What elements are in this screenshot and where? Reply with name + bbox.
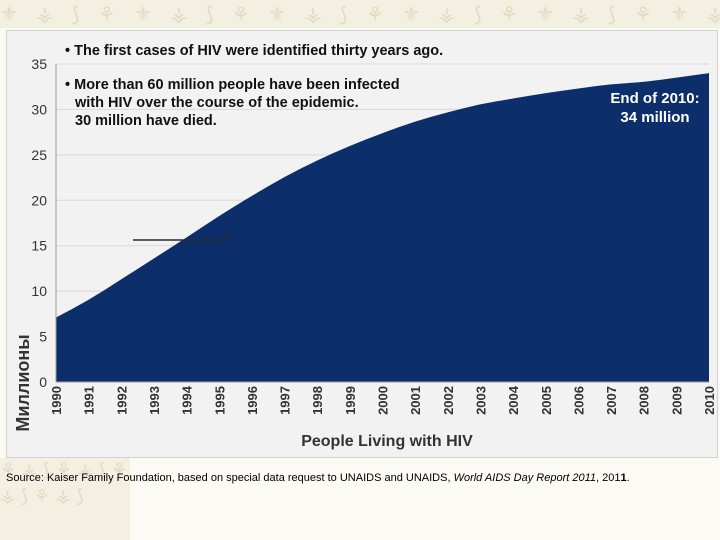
x-tick-label: 2006 [571, 386, 586, 415]
annotation-leader-line [133, 229, 228, 241]
x-tick-labels: 1990 1991 1992 1993 1994 1995 1996 1997 1998 1999… [49, 385, 717, 415]
source-report-title: World AIDS Day Report 2011 [453, 472, 597, 484]
source-year-end: 1 [620, 472, 627, 484]
x-tick-label: 2003 [473, 386, 488, 415]
y-tick-label: 25 [31, 147, 47, 163]
x-tick-label: 1995 [212, 386, 227, 415]
x-tick-label: 2000 [376, 386, 391, 415]
area-series-people-living-with-hiv [56, 73, 709, 383]
bullet-2-line-3: 30 million have died. [75, 113, 217, 129]
source-prefix: Source: Kaiser Family Foundation, based … [6, 472, 454, 484]
annotation-34-million: 34 million [620, 109, 689, 126]
x-tick-label: 2007 [604, 386, 619, 415]
x-tick-label: 1994 [180, 385, 195, 415]
x-tick-label: 2010 [702, 386, 717, 415]
x-tick-label: 1991 [82, 386, 97, 415]
y-tick-label: 30 [31, 101, 47, 117]
bullet-1: • The first cases of HIV were identified… [65, 43, 443, 59]
x-tick-label: 1997 [278, 386, 293, 415]
y-tick-label: 0 [39, 374, 47, 390]
y-tick-label: 20 [31, 192, 47, 208]
bullet-2-line-2: with HIV over the course of the epidemic… [74, 95, 359, 111]
x-tick-label: 2002 [441, 386, 456, 415]
source-period: . [626, 472, 630, 484]
y-tick-label: 15 [31, 238, 47, 254]
x-tick-label: 2009 [669, 386, 684, 415]
chart-panel: 0 5 10 15 20 25 30 35 1990 1991 1992 1993 1994 1995 1… [6, 30, 718, 458]
decorative-pattern-corner: ⚘ ⚶ ⟆ ⚘ ⚶ ⟆ ⚘ ⚶ ⟆ ⚘ ⚶ ⟆ [0, 458, 130, 540]
x-tick-label: 2005 [539, 386, 554, 415]
x-tick-label: 2001 [408, 386, 423, 415]
x-tick-label: 1993 [147, 386, 162, 415]
y-tick-label: 35 [31, 56, 47, 72]
x-tick-label: 1998 [310, 386, 325, 415]
x-tick-label: 1996 [245, 386, 260, 415]
bullet-2: • More than 60 million people have been … [65, 77, 400, 93]
y-tick-label: 10 [31, 283, 47, 299]
y-axis-title: Миллионы [13, 334, 33, 431]
annotation-end-2010: End of 2010: [610, 90, 699, 107]
x-tick-label: 2004 [506, 385, 521, 415]
x-tick-label: 1992 [114, 386, 129, 415]
y-tick-labels: 0 5 10 15 20 25 30 35 [31, 56, 47, 390]
source-year: , 201 [596, 472, 621, 484]
source-note: Source: Kaiser Family Foundation, based … [6, 472, 718, 484]
x-tick-label: 1999 [343, 386, 358, 415]
x-axis-title: People Living with HIV [301, 433, 473, 450]
decorative-pattern-top: ⚜ ⚶ ⟆ ⚘ ⚜ ⚶ ⟆ ⚘ ⚜ ⚶ ⟆ ⚘ ⚜ ⚶ ⟆ ⚘ ⚜ ⚶ ⟆ ⚘ … [0, 0, 720, 28]
y-tick-label: 5 [39, 329, 47, 345]
x-tick-label: 1990 [49, 386, 64, 415]
x-tick-label: 2008 [637, 386, 652, 415]
